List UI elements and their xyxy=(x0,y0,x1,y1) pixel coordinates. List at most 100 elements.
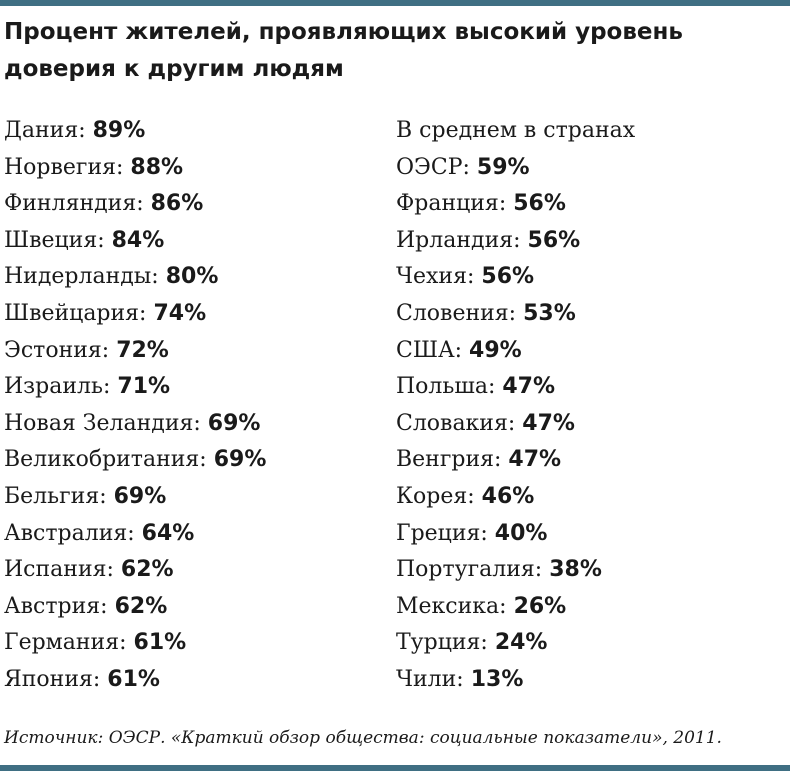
country-label: Эстония: xyxy=(4,337,110,363)
list-item: Словакия: 47% xyxy=(396,406,635,443)
country-label: Польша: xyxy=(396,374,496,400)
country-label: Португалия: xyxy=(396,557,543,583)
country-label: Венгрия: xyxy=(396,447,502,473)
trust-value: 89% xyxy=(92,118,146,143)
trust-value: 56% xyxy=(481,264,535,290)
list-item: Германия: 61% xyxy=(4,625,266,662)
country-label: Австрия: xyxy=(4,593,108,619)
list-item: Испания: 62% xyxy=(4,552,266,589)
country-label: Великобритания: xyxy=(4,447,207,473)
trust-value: 84% xyxy=(111,227,165,253)
country-label: В среднем в странах xyxy=(396,118,636,143)
country-label: Словакия: xyxy=(396,410,516,436)
trust-value: 74% xyxy=(153,300,207,326)
trust-value: 88% xyxy=(130,154,184,180)
list-item: Эстония: 72% xyxy=(4,333,266,370)
country-label: Бельгия: xyxy=(4,483,107,509)
list-item: Израиль: 71% xyxy=(4,369,266,406)
trust-value: 47% xyxy=(502,374,556,400)
trust-value: 59% xyxy=(476,154,530,180)
list-item: Чехия: 56% xyxy=(396,259,635,296)
trust-value: 64% xyxy=(141,520,195,546)
list-item: Нидерланды: 80% xyxy=(4,259,266,296)
list-item: Норвегия: 88% xyxy=(4,150,266,187)
list-item: Бельгия: 69% xyxy=(4,479,266,516)
list-item: Франция: 56% xyxy=(396,186,635,223)
list-item: Великобритания: 69% xyxy=(4,442,266,479)
list-item: Чили: 13% xyxy=(396,662,635,699)
trust-value: 46% xyxy=(481,483,535,509)
trust-value: 40% xyxy=(494,520,548,546)
country-label: Испания: xyxy=(4,557,114,583)
list-item: Польша: 47% xyxy=(396,369,635,406)
list-item: Турция: 24% xyxy=(396,625,635,662)
country-label: Турция: xyxy=(396,630,488,656)
trust-value: 61% xyxy=(133,630,187,656)
list-item: Финляндия: 86% xyxy=(4,186,266,223)
trust-value: 86% xyxy=(150,191,204,217)
country-label: Франция: xyxy=(396,191,507,217)
list-item: В среднем в странах xyxy=(396,113,635,150)
country-label: ОЭСР: xyxy=(396,154,470,180)
country-label: Чехия: xyxy=(396,264,475,290)
trust-value: 71% xyxy=(117,374,171,400)
trust-value: 38% xyxy=(549,557,602,583)
list-item: Швеция: 84% xyxy=(4,223,266,260)
trust-value: 53% xyxy=(523,300,576,326)
country-label: США: xyxy=(396,337,463,363)
country-label: Финляндия: xyxy=(4,191,144,217)
list-item: Мексика: 26% xyxy=(396,589,635,626)
country-label: Швейцария: xyxy=(4,300,147,326)
list-item: Венгрия: 47% xyxy=(396,442,635,479)
trust-value: 26% xyxy=(513,593,567,619)
page-title: Процент жителей, проявляющих высокий уро… xyxy=(4,19,683,82)
trust-value: 47% xyxy=(508,447,562,473)
country-label: Корея: xyxy=(396,483,475,509)
list-item: Португалия: 38% xyxy=(396,552,635,589)
country-label: Греция: xyxy=(396,520,488,546)
list-item: Япония: 61% xyxy=(4,662,266,699)
trust-value: 61% xyxy=(107,666,160,692)
trust-value: 69% xyxy=(213,447,267,473)
trust-value: 47% xyxy=(522,410,575,436)
trust-value: 80% xyxy=(165,264,219,290)
country-label: Словения: xyxy=(396,300,517,326)
list-item: США: 49% xyxy=(396,333,635,370)
country-label: Ирландия: xyxy=(396,227,521,253)
country-label: Австралия: xyxy=(4,520,135,546)
source-note: Источник: ОЭСР. «Краткий обзор общества:… xyxy=(4,728,722,748)
trust-value: 56% xyxy=(527,227,581,253)
trust-value: 13% xyxy=(470,666,524,692)
left-country-list: Дания: 89% Норвегия: 88% Финляндия: 86% … xyxy=(4,113,266,699)
country-label: Германия: xyxy=(4,630,127,656)
trust-value: 62% xyxy=(114,593,168,619)
trust-value: 69% xyxy=(207,410,261,436)
bottom-rule xyxy=(0,765,790,771)
top-rule xyxy=(0,0,790,6)
trust-value: 62% xyxy=(120,557,174,583)
list-item: Ирландия: 56% xyxy=(396,223,635,260)
country-label: Мексика: xyxy=(396,593,507,619)
list-item: Греция: 40% xyxy=(396,516,635,553)
right-country-list: В среднем в странах ОЭСР: 59% Франция: 5… xyxy=(396,113,635,699)
list-item: Корея: 46% xyxy=(396,479,635,516)
list-item: Швейцария: 74% xyxy=(4,296,266,333)
list-item: Австрия: 62% xyxy=(4,589,266,626)
country-label: Дания: xyxy=(4,118,86,143)
trust-value: 69% xyxy=(113,483,167,509)
trust-value: 72% xyxy=(116,337,169,363)
list-item: Австралия: 64% xyxy=(4,516,266,553)
country-label: Норвегия: xyxy=(4,154,124,180)
trust-value: 24% xyxy=(494,630,548,656)
list-item: Словения: 53% xyxy=(396,296,635,333)
country-label: Швеция: xyxy=(4,227,105,253)
list-item: Дания: 89% xyxy=(4,113,266,150)
list-item: ОЭСР: 59% xyxy=(396,150,635,187)
country-label: Япония: xyxy=(4,666,101,692)
country-label: Новая Зеландия: xyxy=(4,410,201,436)
list-item: Новая Зеландия: 69% xyxy=(4,406,266,443)
country-label: Нидерланды: xyxy=(4,264,159,290)
trust-value: 56% xyxy=(513,191,566,217)
trust-value: 49% xyxy=(469,337,522,363)
country-label: Чили: xyxy=(396,666,464,692)
